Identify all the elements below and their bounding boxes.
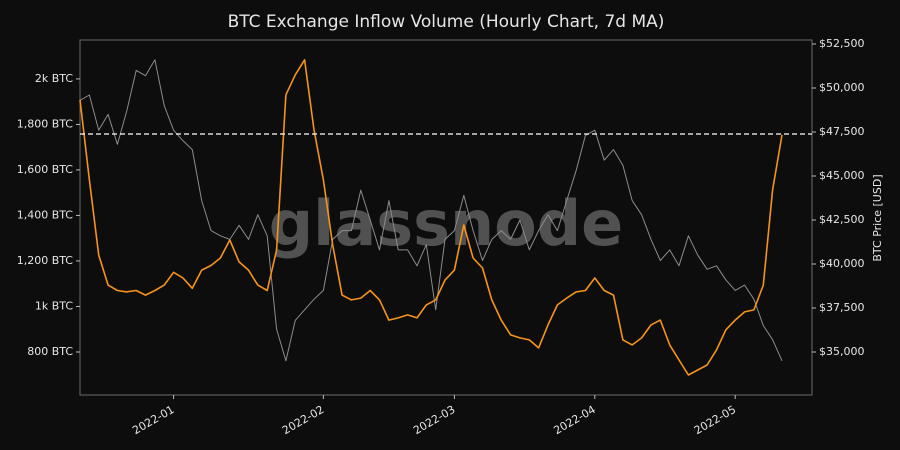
y2-tick-label: $50,000 (819, 81, 865, 94)
x-tick-label: 2022-01 (130, 403, 176, 437)
x-tick-label: 2022-04 (551, 403, 597, 437)
x-tick-label: 2022-03 (411, 403, 457, 437)
y2-tick-label: $52,500 (819, 37, 865, 50)
watermark: glassnode (269, 187, 623, 260)
y2-tick-label: $37,500 (819, 301, 865, 314)
y2-tick-label: $45,000 (819, 169, 865, 182)
inflow-line (79, 59, 783, 376)
y2-tick-label: $40,000 (819, 257, 865, 270)
y2-tick-label: $35,000 (819, 345, 865, 358)
y2-tick-label: $47,500 (819, 125, 865, 138)
y-tick-label: 1,800 BTC (17, 117, 74, 130)
x-tick-label: 2022-02 (280, 403, 326, 437)
x-tick-label: 2022-05 (692, 403, 738, 437)
chart-title: BTC Exchange Inflow Volume (Hourly Chart… (228, 12, 665, 32)
price-line (79, 59, 783, 362)
y2-axis-label: BTC Price [USD] (871, 174, 884, 261)
y-tick-label: 1k BTC (35, 299, 73, 312)
y-tick-label: 1,600 BTC (17, 163, 74, 176)
y-tick-label: 1,200 BTC (17, 254, 74, 267)
y-tick-label: 800 BTC (27, 345, 73, 358)
plot-frame (79, 39, 813, 396)
y2-tick-label: $42,500 (819, 213, 865, 226)
y-tick-label: 2k BTC (35, 72, 73, 85)
y-tick-label: 1,400 BTC (17, 208, 74, 221)
